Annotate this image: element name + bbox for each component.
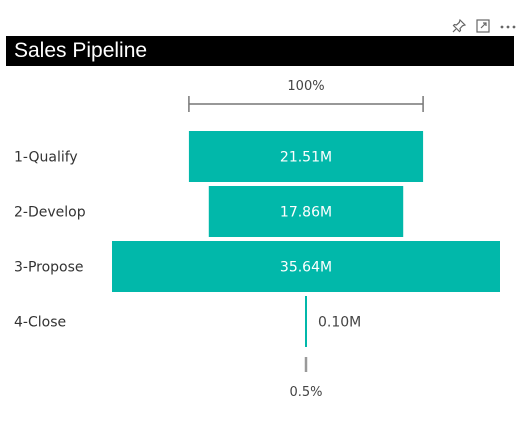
pin-icon[interactable] xyxy=(451,18,467,34)
top-percent-label: 100% xyxy=(287,79,324,94)
more-options-icon[interactable] xyxy=(499,18,516,34)
funnel-bar xyxy=(208,186,404,237)
bottom-percent-label: 0.5% xyxy=(289,385,322,400)
funnel-bar xyxy=(188,131,424,182)
focus-mode-icon[interactable] xyxy=(475,18,491,34)
data-label: 35.64M xyxy=(280,260,332,276)
visual-header-icons xyxy=(451,16,516,36)
category-label: 4-Close xyxy=(14,315,66,331)
data-label: 0.10M xyxy=(318,315,361,331)
chart-title: Sales Pipeline xyxy=(6,36,514,66)
funnel-bar xyxy=(112,241,500,292)
category-label: 2-Develop xyxy=(14,205,86,221)
category-label: 1-Qualify xyxy=(14,150,78,166)
data-label: 21.51M xyxy=(280,150,332,166)
data-label: 17.86M xyxy=(280,205,332,221)
funnel-bar xyxy=(305,296,307,347)
category-label: 3-Propose xyxy=(14,260,84,276)
